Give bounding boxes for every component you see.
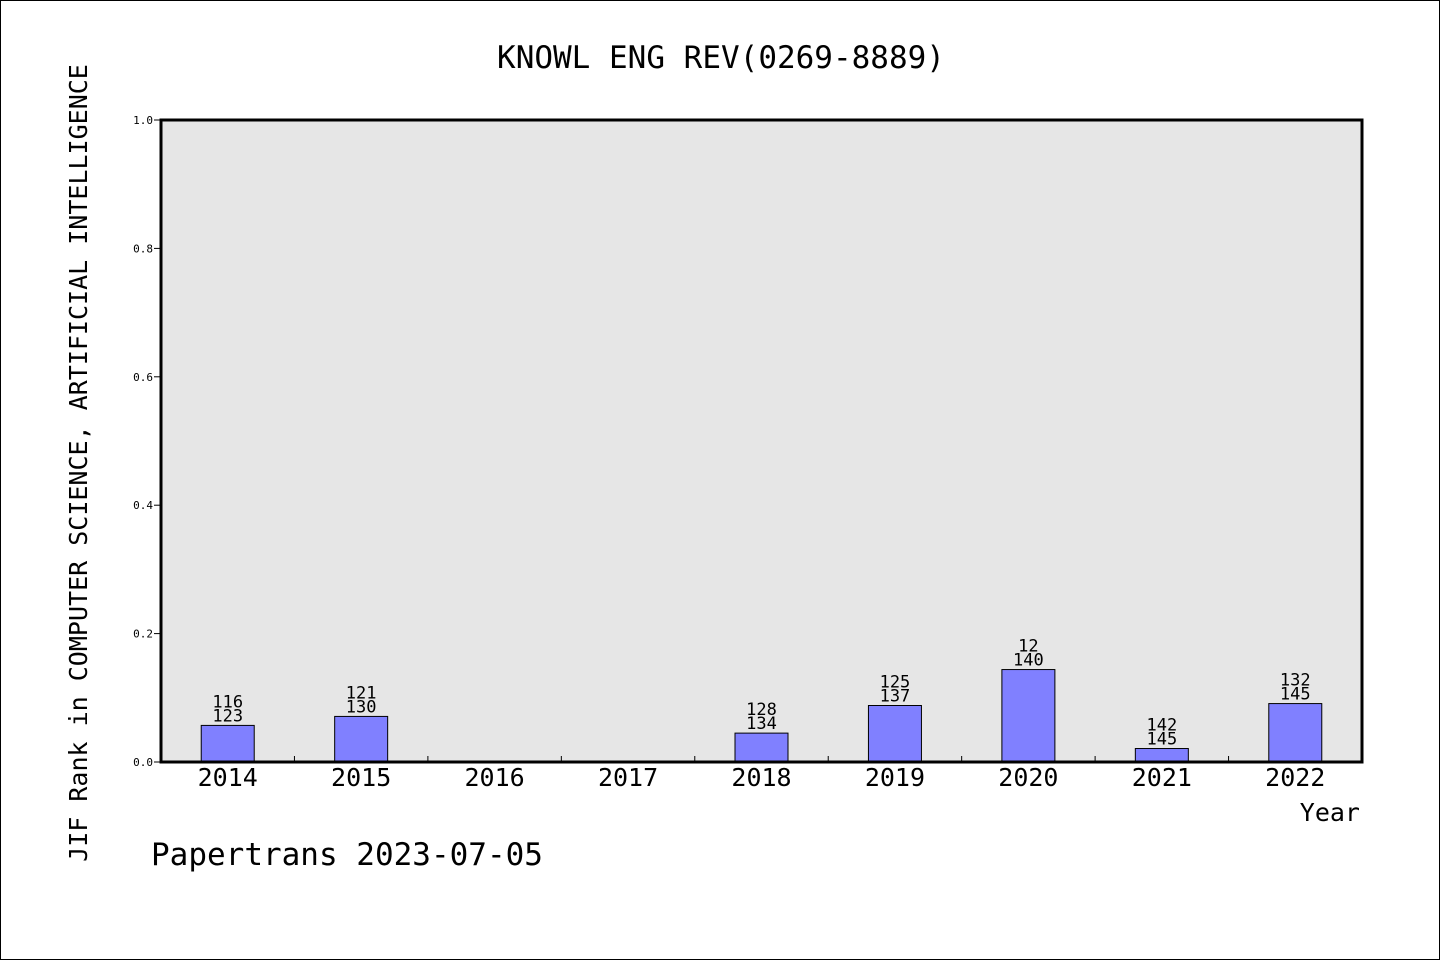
bar-2021 — [1134, 748, 1189, 763]
x-axis-label: Year — [1300, 798, 1360, 827]
bar-total-label: 145 — [1146, 730, 1177, 750]
bar-rank-label: 128 — [746, 700, 777, 720]
bar-rank-label: 132 — [1280, 671, 1311, 691]
x-tick-label: 2020 — [998, 763, 1058, 792]
y-axis-label: JIF Rank in COMPUTER SCIENCE, ARTIFICIAL… — [64, 64, 93, 862]
bar-total-label: 145 — [1280, 685, 1311, 705]
plot-area — [161, 120, 1362, 762]
bar-rank-label: 121 — [346, 683, 377, 703]
footer-credit: Papertrans 2023-07-05 — [151, 837, 543, 873]
x-tick-label: 2019 — [865, 763, 925, 792]
bar-2020 — [1001, 669, 1056, 763]
bar-2018 — [734, 732, 789, 763]
bar-rank-label: 142 — [1146, 716, 1177, 736]
y-tick-label: 0.6 — [133, 371, 153, 384]
bar-2014 — [200, 724, 255, 763]
x-tick-label: 2018 — [731, 763, 791, 792]
x-tick-label: 2014 — [198, 763, 258, 792]
bar-2019 — [867, 705, 922, 763]
bar-total-label: 123 — [212, 706, 243, 726]
bar-2022 — [1268, 703, 1323, 763]
bar-2015 — [334, 715, 389, 763]
plot-border — [159, 118, 1364, 764]
y-tick-label: 0.2 — [133, 628, 153, 641]
bar-total-label: 137 — [880, 687, 911, 707]
bar-total-label: 130 — [346, 697, 377, 717]
x-tick-label: 2021 — [1132, 763, 1192, 792]
x-tick-label: 2022 — [1265, 763, 1325, 792]
x-tick-label: 2016 — [465, 763, 525, 792]
bar-total-label: 140 — [1013, 651, 1044, 671]
y-tick-label: 0.8 — [133, 242, 153, 255]
bar-rank-label: 12 — [1018, 637, 1038, 657]
y-tick-label: 0.4 — [133, 499, 153, 512]
y-axis-ticks: 0.0 0.2 0.4 0.6 0.8 1.0 — [133, 114, 161, 769]
y-tick-label: 1.0 — [133, 114, 153, 127]
x-axis-ticks: 2014 2015 2016 2017 2018 2019 2020 2021 2022 — [198, 756, 1325, 792]
bar-rank-label: 116 — [212, 692, 243, 712]
bar-rank-label: 125 — [880, 673, 911, 693]
chart-title: KNOWL ENG REV(0269-8889) — [497, 40, 945, 76]
y-tick-label: 0.0 — [133, 756, 153, 769]
bar-total-label: 134 — [746, 714, 777, 734]
x-tick-label: 2015 — [331, 763, 391, 792]
x-tick-label: 2017 — [598, 763, 658, 792]
